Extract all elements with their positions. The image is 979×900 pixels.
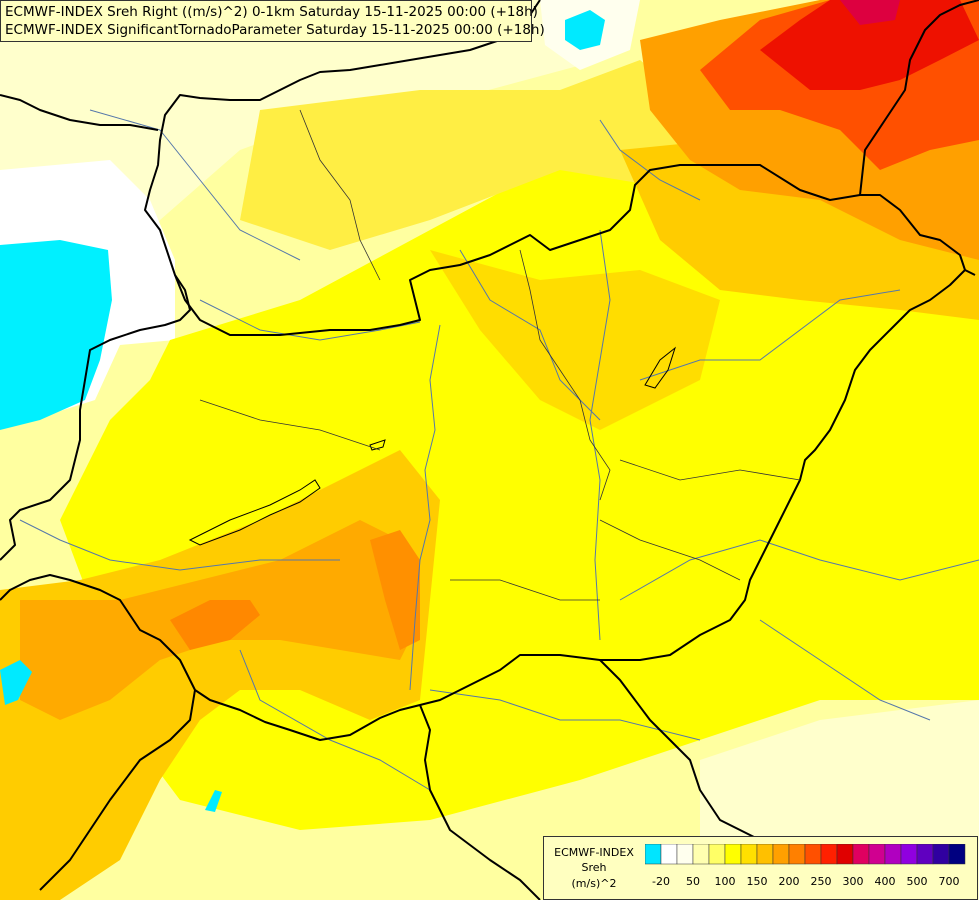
legend-model-label: ECMWF-INDEX — [554, 846, 634, 859]
legend-swatch — [740, 844, 758, 865]
legend-tick-label: 400 — [874, 875, 896, 888]
legend-tick-label: 250 — [810, 875, 832, 888]
legend-tick-label: 700 — [938, 875, 960, 888]
lake-small-1 — [369, 439, 386, 451]
legend-swatch — [724, 844, 742, 865]
field-cyan-north — [565, 10, 605, 50]
region-borders — [199, 109, 801, 601]
legend-swatch — [660, 844, 678, 865]
legend-swatch — [932, 844, 950, 865]
legend-swatch — [788, 844, 806, 865]
legend-swatch — [708, 844, 726, 865]
legend-tick-label: 200 — [778, 875, 800, 888]
legend-tick-label: 500 — [906, 875, 928, 888]
legend-swatch — [772, 844, 790, 865]
legend-variable-label: Sreh — [581, 861, 607, 874]
title-line-stp: ECMWF-INDEX SignificantTornadoParameter … — [5, 22, 545, 38]
legend-swatch — [900, 844, 918, 865]
field-yellow-north — [240, 60, 760, 250]
legend-tick-label: 300 — [842, 875, 864, 888]
legend-swatch — [868, 844, 886, 865]
legend-swatch — [852, 844, 870, 865]
legend-tick-label: -20 — [652, 875, 670, 888]
field-darkorange-southwest — [170, 600, 260, 650]
legend-swatch — [804, 844, 822, 865]
legend-swatch — [676, 844, 694, 865]
lake-small-2 — [644, 346, 676, 389]
legend-tick-label: 100 — [714, 875, 736, 888]
legend-unit-label: (m/s)^2 — [571, 877, 617, 890]
field-cyan-south — [205, 790, 222, 812]
legend-swatch — [916, 844, 934, 865]
legend-swatch — [836, 844, 854, 865]
legend-color-scale — [645, 844, 966, 865]
field-gold-central — [430, 250, 720, 430]
legend-swatch — [645, 844, 662, 865]
legend-swatch — [948, 844, 966, 865]
rivers — [19, 109, 979, 791]
legend-swatch — [756, 844, 774, 865]
title-line-sreh: ECMWF-INDEX Sreh Right ((m/s)^2) 0-1km S… — [5, 4, 538, 20]
field-light-north — [0, 0, 620, 420]
legend-swatch — [692, 844, 710, 865]
color-legend: ECMWF-INDEX Sreh (m/s)^2 -20 50 100 150 200 2… — [543, 836, 978, 900]
field-gold-east — [620, 140, 979, 320]
legend-tick-label: 150 — [746, 875, 768, 888]
legend-tick-labels: -20 50 100 150 200 250 300 400 500 700 — [645, 875, 975, 891]
legend-tick-label: 50 — [686, 875, 700, 888]
field-cyan-southwest — [0, 660, 32, 705]
lake-balaton — [188, 479, 321, 546]
field-crimson-corner — [840, 0, 900, 25]
legend-swatch — [884, 844, 902, 865]
map-title-box: ECMWF-INDEX Sreh Right ((m/s)^2) 0-1km S… — [0, 0, 545, 42]
field-deepred-northeast — [760, 0, 979, 90]
field-orange-drava — [370, 530, 420, 650]
legend-swatch — [820, 844, 838, 865]
